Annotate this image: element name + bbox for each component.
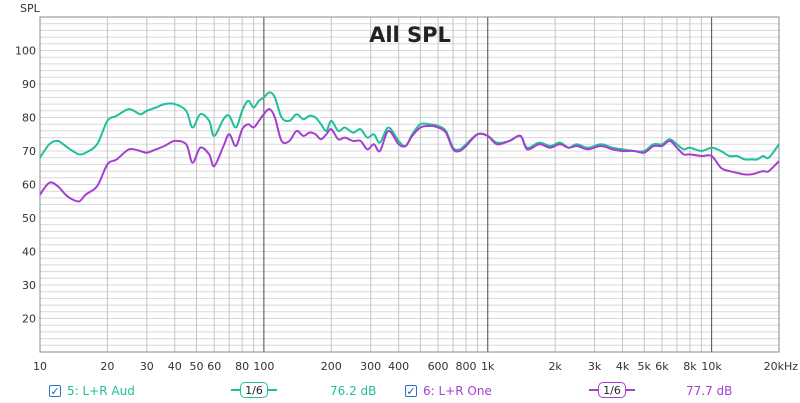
y-tick-label: 60 <box>22 179 36 192</box>
series-1-smoothing-label: 1/6 <box>240 382 268 398</box>
x-tick-label: 5k <box>638 360 652 373</box>
y-tick-label: 20 <box>22 313 36 326</box>
x-tick-label: 60 <box>207 360 221 373</box>
x-tick-label: 10 <box>33 360 47 373</box>
legend-item-series-2[interactable]: ✓ 6: L+R One <box>405 381 492 401</box>
series-2-reading: 77.7 dB <box>686 384 733 398</box>
x-tick-label: 800 <box>456 360 477 373</box>
y-axis-label: SPL <box>20 2 41 15</box>
x-tick-label: 50 <box>189 360 203 373</box>
x-tick-label: 40 <box>168 360 182 373</box>
series-1-label: 5: L+R Aud <box>67 384 135 398</box>
x-tick-label: 400 <box>388 360 409 373</box>
series-2-line-swatch <box>589 389 598 391</box>
x-tick-label: 600 <box>428 360 449 373</box>
y-tick-label: 50 <box>22 212 36 225</box>
series-2-line-swatch-right <box>626 389 635 391</box>
series-1-line-swatch-right <box>268 389 277 391</box>
y-tick-label: 100 <box>15 45 36 58</box>
x-tick-label: 2k <box>548 360 562 373</box>
check-icon: ✓ <box>50 384 60 398</box>
chart-title: All SPL <box>369 23 451 47</box>
legend-item-series-1[interactable]: ✓ 5: L+R Aud <box>49 381 135 401</box>
x-tick-label: 1k <box>481 360 495 373</box>
series-layer <box>39 91 780 203</box>
series-1-checkbox[interactable]: ✓ <box>49 385 61 397</box>
major-gridlines <box>263 17 713 352</box>
x-tick-label: 80 <box>235 360 249 373</box>
x-tick-label: 100 <box>253 360 274 373</box>
y-tick-label: 70 <box>22 145 36 158</box>
series-1-reading: 76.2 dB <box>330 384 377 398</box>
minor-gridlines <box>39 17 780 352</box>
series-1-smoothing-button[interactable]: 1/6 <box>231 382 277 398</box>
x-tick-label: 300 <box>360 360 381 373</box>
x-tick-label: 20kHz <box>764 360 799 373</box>
y-axis-ticks: 20 30 40 50 60 70 80 90 100 <box>15 45 36 326</box>
y-tick-label: 90 <box>22 78 36 91</box>
x-tick-label: 30 <box>140 360 154 373</box>
series-2-checkbox[interactable]: ✓ <box>405 385 417 397</box>
series-1-line-swatch <box>231 389 240 391</box>
y-tick-label: 80 <box>22 112 36 125</box>
x-tick-label: 20 <box>100 360 114 373</box>
series-line-1 <box>39 91 780 161</box>
x-tick-label: 4k <box>616 360 630 373</box>
y-tick-label: 30 <box>22 279 36 292</box>
x-tick-label: 6k <box>655 360 669 373</box>
plot-frame <box>39 16 780 353</box>
x-tick-label: 200 <box>321 360 342 373</box>
series-2-smoothing-button[interactable]: 1/6 <box>589 382 635 398</box>
x-tick-label: 10k <box>701 360 722 373</box>
check-icon: ✓ <box>406 384 416 398</box>
y-tick-label: 40 <box>22 246 36 259</box>
x-tick-label: 3k <box>588 360 602 373</box>
series-2-label: 6: L+R One <box>423 384 492 398</box>
x-tick-label: 8k <box>683 360 697 373</box>
series-line-2 <box>39 108 780 203</box>
x-axis-ticks: 10 20 30 40 50 60 80 100 200 300 400 600 800 1k 2k 3k 4k… <box>33 360 798 373</box>
series-2-smoothing-label: 1/6 <box>598 382 626 398</box>
